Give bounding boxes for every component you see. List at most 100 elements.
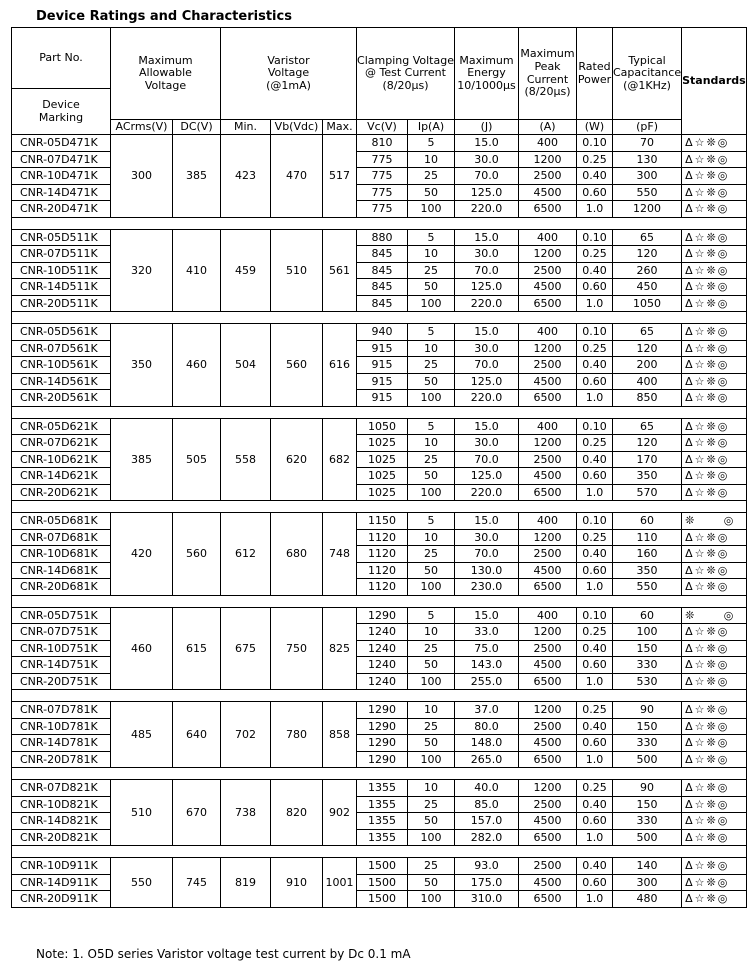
part-number: CNR-07D821K [11, 779, 111, 797]
value-cell: 15.0 [454, 134, 519, 152]
shared-value: 485 [110, 701, 173, 768]
value-cell: 2500 [518, 545, 577, 563]
data-row: CNR-10D511K 845 25 70.0 2500 0.40 260 Δ☆❊◎ [11, 261, 747, 279]
group-spacer [11, 767, 747, 780]
value-cell: 400 [518, 323, 577, 341]
value-cell: 1200 [518, 623, 577, 641]
value-cell: 0.60 [576, 467, 613, 485]
shared-value: 616 [322, 323, 357, 407]
value-cell: 6500 [518, 483, 577, 501]
shared-value: 560 [270, 323, 323, 407]
shared-value: 680 [270, 512, 323, 596]
value-cell: 4500 [518, 278, 577, 296]
value-cell: 6500 [518, 890, 577, 908]
unit-cell: Vb(Vdc) [270, 119, 323, 135]
value-cell: 65 [611, 323, 683, 341]
value-cell: 0.25 [576, 701, 613, 719]
value-cell: 915 [356, 356, 408, 374]
value-cell: 0.40 [576, 717, 613, 735]
value-cell: 10 [407, 339, 455, 357]
value-cell: 160 [611, 545, 683, 563]
value-cell: 1.0 [576, 200, 613, 218]
shared-value: 410 [172, 228, 221, 312]
value-cell: 1120 [356, 545, 408, 563]
standards: Δ☆❊◎ [681, 167, 747, 185]
standards: ❊ ◎ [681, 606, 747, 624]
value-cell: 50 [407, 372, 455, 390]
value-cell: 25 [407, 450, 455, 468]
value-cell: 230.0 [454, 578, 519, 596]
unit-cell: (J) [454, 119, 519, 135]
value-cell: 33.0 [454, 623, 519, 641]
value-cell: 400 [518, 417, 577, 435]
spacer-cell [11, 594, 747, 608]
value-cell: 5 [407, 134, 455, 152]
value-cell: 1.0 [576, 672, 613, 690]
standards: Δ☆❊◎ [681, 890, 747, 908]
shared-value: 460 [172, 323, 221, 407]
data-row: CNR-10D561K 915 25 70.0 2500 0.40 200 Δ☆❊◎ [11, 356, 747, 374]
part-number: CNR-14D821K [11, 812, 111, 830]
value-cell: 10 [407, 434, 455, 452]
part-number: CNR-14D471K [11, 183, 111, 201]
value-cell: 6500 [518, 200, 577, 218]
shared-value: 550 [110, 857, 173, 908]
header-row: Part No. Maximum Allowable Voltage Varis… [11, 27, 747, 135]
header-cell: Maximum Energy 10/1000μs [454, 27, 519, 120]
value-cell: 1500 [356, 873, 408, 891]
value-cell: 0.60 [576, 561, 613, 579]
value-cell: 5 [407, 228, 455, 246]
value-cell: 143.0 [454, 656, 519, 674]
shared-value: 510 [110, 779, 173, 846]
value-cell: 65 [611, 417, 683, 435]
value-cell: 10 [407, 150, 455, 168]
value-cell: 25 [407, 545, 455, 563]
value-cell: 125.0 [454, 183, 519, 201]
part-number: CNR-20D681K [11, 578, 111, 596]
data-row: CNR-05D471K 300 385 423 470 517 810 5 15.0 400 0.1… [11, 134, 747, 218]
value-cell: 2500 [518, 795, 577, 813]
spacer-cell [11, 500, 747, 513]
data-row: CNR-20D561K 915 100 220.0 6500 1.0 850 Δ☆❊◎ [11, 389, 747, 407]
value-cell: 0.60 [576, 183, 613, 201]
value-cell: 100 [407, 389, 455, 407]
value-cell: 845 [356, 261, 408, 279]
value-cell: 65 [611, 228, 683, 246]
shared-value: 910 [270, 857, 323, 908]
data-row: CNR-07D621K 1025 10 30.0 1200 0.25 120 Δ☆❊◎ [11, 434, 747, 452]
value-cell: 2500 [518, 167, 577, 185]
data-row: CNR-20D511K 845 100 220.0 6500 1.0 1050 Δ☆❊◎ [11, 294, 747, 312]
header-row: ACrms(V) DC(V) Min. Vb(Vdc) Max. Vc(V) Ip(A) (J… [12, 119, 747, 135]
shared-value: 819 [220, 857, 271, 908]
value-cell: 282.0 [454, 828, 519, 846]
shared-value: 675 [220, 606, 271, 690]
value-cell: 810 [356, 134, 408, 152]
value-cell: 1120 [356, 578, 408, 596]
standards: Δ☆❊◎ [681, 200, 747, 218]
value-cell: 15.0 [454, 323, 519, 341]
spacer-cell [11, 216, 747, 230]
value-cell: 500 [611, 750, 683, 768]
group-spacer [11, 216, 747, 230]
value-cell: 915 [356, 372, 408, 390]
value-cell: 5 [407, 606, 455, 624]
value-cell: 140 [611, 857, 683, 875]
value-cell: 60 [611, 512, 683, 530]
data-row: CNR-20D751K 1240 100 255.0 6500 1.0 530 Δ☆❊◎ [11, 672, 747, 690]
value-cell: 500 [611, 828, 683, 846]
value-cell: 1120 [356, 528, 408, 546]
value-cell: 220.0 [454, 389, 519, 407]
value-cell: 0.25 [576, 528, 613, 546]
value-cell: 4500 [518, 656, 577, 674]
value-cell: 30.0 [454, 339, 519, 357]
value-cell: 1500 [356, 890, 408, 908]
part-number: CNR-05D751K [11, 606, 111, 624]
data-row: CNR-20D781K 1290 100 265.0 6500 1.0 500 Δ☆❊◎ [11, 750, 747, 768]
value-cell: 60 [611, 606, 683, 624]
part-number: CNR-20D561K [11, 389, 111, 407]
value-cell: 775 [356, 200, 408, 218]
value-cell: 0.10 [576, 512, 613, 530]
data-row: CNR-14D681K 1120 50 130.0 4500 0.60 350 Δ☆❊◎ [11, 561, 747, 579]
value-cell: 1.0 [576, 483, 613, 501]
